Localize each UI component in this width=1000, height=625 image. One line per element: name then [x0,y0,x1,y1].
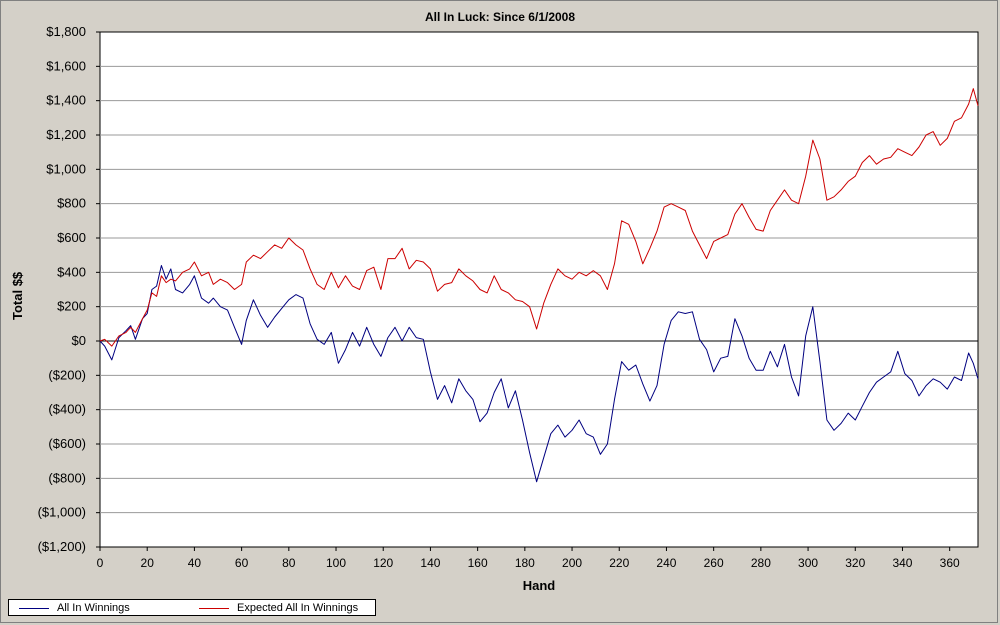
y-tick-label: $1,600 [46,58,86,73]
y-tick-label: $1,200 [46,127,86,142]
y-tick-label: $200 [57,299,86,314]
x-tick-label: 80 [282,556,296,570]
x-tick-label: 360 [940,556,960,570]
legend-label-expected: Expected All In Winnings [237,602,359,614]
x-tick-label: 220 [609,556,629,570]
legend-item-expected: Expected All In Winnings [199,601,358,615]
x-tick-label: 60 [235,556,249,570]
x-tick-label: 320 [845,556,865,570]
plot-area [99,31,979,548]
legend-label-all-in: All In Winnings [57,602,130,614]
x-tick-label: 260 [704,556,724,570]
y-tick-label: $1,400 [46,93,86,108]
x-tick-label: 120 [373,556,393,570]
x-axis-label: Hand [522,578,556,593]
y-tick-label: ($800) [48,470,86,485]
x-tick-label: 200 [562,556,582,570]
y-tick-label: ($1,000) [38,505,86,520]
y-tick-label: ($600) [48,436,86,451]
x-tick-label: 240 [656,556,676,570]
y-tick-label: ($1,200) [38,539,86,554]
y-tick-label: ($400) [48,402,86,417]
y-tick-label: $1,000 [46,161,86,176]
y-tick-label: $400 [57,264,86,279]
legend-item-all-in: All In Winnings [19,601,130,615]
x-tick-label: 20 [141,556,155,570]
x-tick-label: 0 [97,556,104,570]
y-tick-label: $0 [72,333,86,348]
x-tick-label: 300 [798,556,818,570]
legend-swatch-expected [199,607,229,609]
x-tick-label: 40 [188,556,202,570]
legend: All In Winnings Expected All In Winnings [8,599,376,616]
y-tick-label: ($200) [48,367,86,382]
x-tick-label: 100 [326,556,346,570]
legend-swatch-all-in [19,607,49,609]
series-line-expected-all-in-winnings [99,88,979,347]
series-line-all-in-winnings [99,265,979,483]
chart-title: All In Luck: Since 6/1/2008 [424,10,576,24]
y-tick-label: $800 [57,196,86,211]
x-tick-label: 140 [420,556,440,570]
y-tick-label: $600 [57,230,86,245]
x-tick-label: 160 [468,556,488,570]
x-tick-label: 180 [515,556,535,570]
y-tick-label: $1,800 [46,24,86,39]
x-tick-label: 280 [751,556,771,570]
x-tick-label: 340 [892,556,912,570]
